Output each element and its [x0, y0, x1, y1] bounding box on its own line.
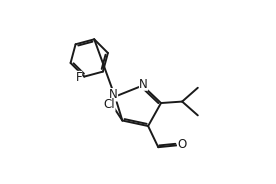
Text: O: O [177, 138, 186, 151]
Text: Cl: Cl [104, 98, 115, 111]
Text: F: F [75, 71, 82, 84]
Text: N: N [139, 78, 148, 91]
Text: N: N [109, 88, 118, 101]
